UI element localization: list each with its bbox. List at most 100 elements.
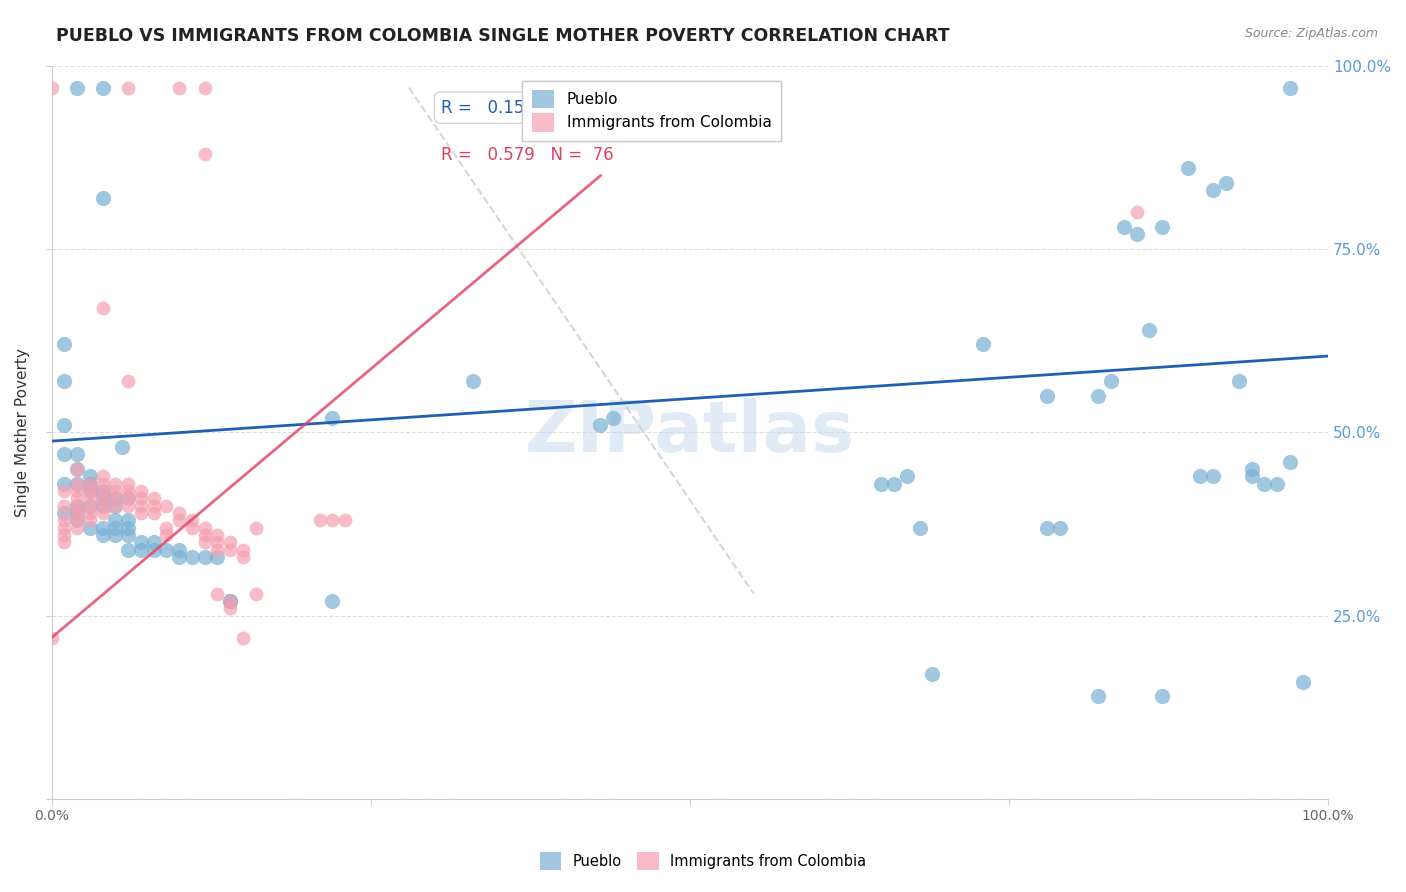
Point <box>79 483 101 498</box>
Point <box>1177 161 1199 176</box>
Point <box>194 528 217 542</box>
Point <box>66 80 89 95</box>
Point <box>333 513 356 527</box>
Point <box>194 535 217 549</box>
Point <box>219 594 242 608</box>
Point <box>207 542 229 557</box>
Point <box>117 542 139 557</box>
Point <box>104 476 127 491</box>
Point <box>66 506 89 520</box>
Point <box>142 499 165 513</box>
Point <box>66 462 89 476</box>
Point <box>129 542 152 557</box>
Point <box>66 476 89 491</box>
Point <box>91 506 114 520</box>
Point <box>167 513 190 527</box>
Point <box>79 476 101 491</box>
Point <box>1139 323 1161 337</box>
Point <box>1265 476 1288 491</box>
Point <box>232 631 254 645</box>
Point <box>91 469 114 483</box>
Point <box>129 535 152 549</box>
Point <box>117 521 139 535</box>
Text: ZIPatlas: ZIPatlas <box>524 398 855 467</box>
Point <box>117 374 139 388</box>
Point <box>53 374 76 388</box>
Point <box>104 513 127 527</box>
Point <box>53 447 76 461</box>
Point <box>117 483 139 498</box>
Point <box>66 462 89 476</box>
Point <box>53 535 76 549</box>
Point <box>91 301 114 315</box>
Point <box>1189 469 1212 483</box>
Point <box>321 513 343 527</box>
Point <box>79 483 101 498</box>
Point <box>66 506 89 520</box>
Point <box>1291 674 1313 689</box>
Point <box>117 513 139 527</box>
Point <box>155 521 177 535</box>
Point <box>245 521 267 535</box>
Point <box>91 499 114 513</box>
Point <box>896 469 918 483</box>
Point <box>1152 219 1174 234</box>
Point <box>91 499 114 513</box>
Point <box>129 491 152 506</box>
Point <box>207 528 229 542</box>
Point <box>79 499 101 513</box>
Point <box>232 549 254 564</box>
Point <box>111 440 134 454</box>
Point <box>1202 183 1225 197</box>
Point <box>1278 80 1301 95</box>
Point <box>167 80 190 95</box>
Point <box>53 337 76 351</box>
Point <box>104 483 127 498</box>
Point <box>79 491 101 506</box>
Point <box>1253 476 1275 491</box>
Point <box>1152 690 1174 704</box>
Point <box>53 417 76 432</box>
Point <box>79 506 101 520</box>
Point <box>66 521 89 535</box>
Point <box>117 499 139 513</box>
Point <box>461 374 484 388</box>
Point <box>53 506 76 520</box>
Point <box>155 542 177 557</box>
Point <box>181 549 204 564</box>
Point <box>1240 462 1263 476</box>
Point <box>91 476 114 491</box>
Point <box>129 483 152 498</box>
Point <box>972 337 994 351</box>
Point <box>104 499 127 513</box>
Point <box>207 549 229 564</box>
Point <box>167 542 190 557</box>
Point <box>66 513 89 527</box>
Point <box>1278 455 1301 469</box>
Point <box>91 521 114 535</box>
Text: PUEBLO VS IMMIGRANTS FROM COLOMBIA SINGLE MOTHER POVERTY CORRELATION CHART: PUEBLO VS IMMIGRANTS FROM COLOMBIA SINGL… <box>56 27 950 45</box>
Point <box>91 483 114 498</box>
Point <box>1202 469 1225 483</box>
Point <box>53 483 76 498</box>
Point <box>53 476 76 491</box>
Point <box>194 146 217 161</box>
Point <box>79 476 101 491</box>
Point <box>167 506 190 520</box>
Point <box>602 410 624 425</box>
Point <box>142 535 165 549</box>
Point <box>117 476 139 491</box>
Point <box>91 491 114 506</box>
Text: R =   0.153   N =  56: R = 0.153 N = 56 <box>441 99 614 117</box>
Point <box>1125 205 1147 219</box>
Legend: Pueblo, Immigrants from Colombia: Pueblo, Immigrants from Colombia <box>523 80 780 141</box>
Point <box>155 528 177 542</box>
Point <box>91 528 114 542</box>
Point <box>142 491 165 506</box>
Point <box>104 528 127 542</box>
Point <box>155 499 177 513</box>
Point <box>79 469 101 483</box>
Point <box>194 549 217 564</box>
Point <box>129 506 152 520</box>
Point <box>142 506 165 520</box>
